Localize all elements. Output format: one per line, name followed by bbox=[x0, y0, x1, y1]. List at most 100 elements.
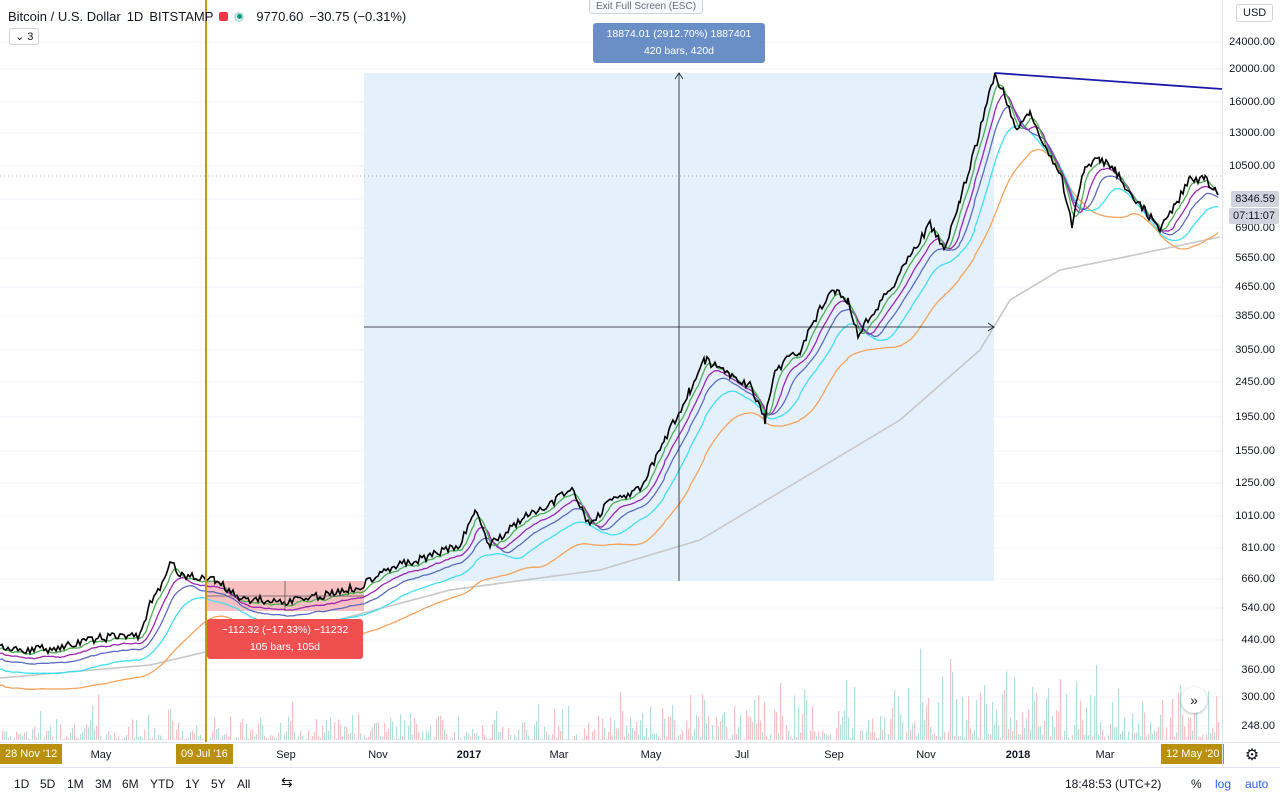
volume-bar bbox=[1114, 727, 1115, 740]
range-button-6m[interactable]: 6M bbox=[122, 777, 139, 791]
volume-bar bbox=[454, 732, 455, 740]
range-button-all[interactable]: All bbox=[237, 777, 250, 791]
volume-bar bbox=[490, 738, 491, 740]
volume-bar bbox=[94, 729, 95, 740]
interval-label[interactable]: 1D bbox=[127, 9, 144, 24]
volume-bar bbox=[656, 734, 657, 740]
range-button-5y[interactable]: 5Y bbox=[211, 777, 226, 791]
volume-bar bbox=[50, 726, 51, 740]
volume-bar bbox=[974, 730, 975, 740]
volume-bar bbox=[156, 739, 157, 740]
price-chart[interactable] bbox=[0, 0, 1222, 742]
volume-bar bbox=[1034, 700, 1035, 740]
volume-bar bbox=[1010, 717, 1011, 740]
range-button-1m[interactable]: 1M bbox=[67, 777, 84, 791]
auto-scale-button[interactable]: auto bbox=[1245, 777, 1268, 791]
volume-bar bbox=[242, 719, 243, 740]
volume-bar bbox=[228, 737, 229, 740]
end-date-badge: 12 May '20 bbox=[1161, 744, 1224, 764]
range-button-3m[interactable]: 3M bbox=[95, 777, 112, 791]
volume-bar bbox=[824, 733, 825, 740]
volume-bar bbox=[66, 736, 67, 740]
date-range-icon[interactable]: ⇆ bbox=[281, 774, 293, 791]
price-tick-label: 10500.00 bbox=[1229, 160, 1275, 172]
volume-bar bbox=[516, 738, 517, 740]
range-button-5d[interactable]: 5D bbox=[40, 777, 55, 791]
volume-bar bbox=[442, 720, 443, 740]
volume-bar bbox=[972, 735, 973, 740]
volume-bar bbox=[646, 728, 647, 740]
time-tick-label: Jul bbox=[735, 749, 749, 761]
scroll-to-realtime-button[interactable]: » bbox=[1181, 687, 1207, 713]
volume-bar bbox=[82, 732, 83, 740]
time-tick-label: Mar bbox=[1096, 749, 1115, 761]
volume-bar bbox=[612, 736, 613, 740]
volume-bar bbox=[536, 721, 537, 740]
volume-bar bbox=[284, 734, 285, 740]
volume-bar bbox=[196, 726, 197, 740]
exchange-label[interactable]: BITSTAMP bbox=[149, 9, 213, 24]
volume-bar bbox=[948, 732, 949, 740]
volume-bar bbox=[1148, 734, 1149, 740]
volume-bar bbox=[906, 732, 907, 740]
volume-bar bbox=[668, 717, 669, 740]
volume-bar bbox=[748, 716, 749, 740]
volume-bar bbox=[352, 715, 353, 740]
volume-bar bbox=[108, 731, 109, 740]
chart-settings-button[interactable]: ⚙ bbox=[1222, 742, 1280, 767]
chart-area[interactable] bbox=[0, 0, 1222, 742]
volume-bar bbox=[48, 731, 49, 740]
volume-bar bbox=[20, 733, 21, 740]
volume-bar bbox=[34, 727, 35, 740]
volume-bar bbox=[254, 736, 255, 740]
volume-bar bbox=[1122, 731, 1123, 740]
volume-bar bbox=[180, 739, 181, 740]
volume-bar bbox=[350, 733, 351, 740]
volume-bar bbox=[660, 738, 661, 740]
volume-bar bbox=[840, 725, 841, 740]
clock[interactable]: 18:48:53 (UTC+2) bbox=[1065, 777, 1161, 791]
volume-bar bbox=[878, 738, 879, 740]
range-button-ytd[interactable]: YTD bbox=[150, 777, 174, 791]
volume-bar bbox=[1104, 737, 1105, 740]
volume-bar bbox=[576, 735, 577, 740]
percent-button[interactable]: % bbox=[1191, 777, 1202, 791]
volume-bar bbox=[728, 739, 729, 740]
volume-bar bbox=[390, 718, 391, 740]
collapse-indicators-button[interactable]: ⌄ 3 bbox=[9, 28, 39, 45]
volume-bar bbox=[1012, 731, 1013, 740]
volume-bar bbox=[1140, 736, 1141, 740]
volume-bar bbox=[1144, 712, 1145, 740]
volume-bar bbox=[762, 732, 763, 740]
range-button-1d[interactable]: 1D bbox=[14, 777, 29, 791]
time-tick-label: Nov bbox=[368, 749, 388, 761]
volume-bar bbox=[408, 726, 409, 740]
volume-bar bbox=[786, 725, 787, 740]
exit-fullscreen-button[interactable]: Exit Full Screen (ESC) bbox=[589, 0, 703, 14]
volume-bar bbox=[148, 715, 149, 740]
volume-bar bbox=[224, 734, 225, 740]
volume-bar bbox=[942, 677, 943, 740]
volume-bar bbox=[342, 736, 343, 740]
symbol-name[interactable]: Bitcoin / U.S. Dollar bbox=[8, 9, 121, 24]
range-button-1y[interactable]: 1Y bbox=[185, 777, 200, 791]
volume-bar bbox=[822, 731, 823, 740]
volume-bar bbox=[506, 739, 507, 740]
volume-bar bbox=[842, 717, 843, 740]
volume-bar bbox=[1016, 720, 1017, 740]
currency-button[interactable]: USD bbox=[1236, 4, 1273, 22]
volume-bar bbox=[44, 737, 45, 740]
volume-bar bbox=[764, 702, 765, 740]
volume-bar bbox=[908, 688, 909, 740]
volume-bar bbox=[758, 695, 759, 740]
live-status-icon bbox=[234, 12, 244, 22]
log-scale-button[interactable]: log bbox=[1215, 777, 1231, 791]
volume-bar bbox=[1002, 694, 1003, 740]
volume-bar bbox=[924, 720, 925, 740]
volume-bar bbox=[1022, 712, 1023, 740]
volume-bar bbox=[460, 738, 461, 740]
volume-bar bbox=[940, 737, 941, 740]
volume-bar bbox=[1116, 727, 1117, 740]
